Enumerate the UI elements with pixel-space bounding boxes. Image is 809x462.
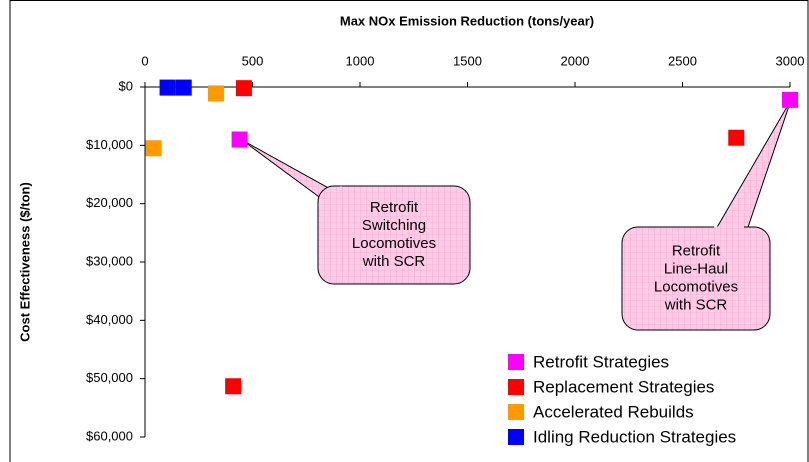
point [145,140,162,157]
annotation-line: Switching [362,217,426,234]
x-axis-label: Max NOx Emission Reduction (tons/year) [340,13,594,28]
y-tick-label: $0 [119,78,133,93]
annotation-line: with SCR [362,253,426,270]
legend-label: Idling Reduction Strategies [533,427,736,446]
y-tick-label: $50,000 [86,370,133,385]
y-tick-label: $40,000 [86,312,133,327]
y-tick-label: $10,000 [86,137,133,152]
annotation-line: Locomotives [654,278,738,295]
y-axis-label: Cost Effectiveness ($/ton) [17,182,32,342]
legend-swatch [508,404,524,420]
legend-swatch [508,429,524,445]
legend-swatch [508,379,524,395]
annotation-line: Locomotives [352,235,436,252]
callout-pointer [711,99,792,237]
annotation-line: with SCR [664,296,728,313]
annotation-line: Line-Haul [664,260,728,277]
legend-label: Replacement Strategies [533,377,714,396]
point [728,129,745,146]
y-tick-label: $60,000 [86,428,133,443]
legend-label: Accelerated Rebuilds [533,402,694,421]
x-tick-label: 2000 [561,53,590,68]
legend-label: Retrofit Strategies [533,352,669,371]
point [225,378,242,395]
callout-box [621,226,771,331]
x-tick-label: 500 [242,53,264,68]
point [782,91,798,108]
point [159,79,176,96]
chart-frame [9,0,809,462]
legend-swatch [508,354,524,370]
x-tick-label: 1000 [346,53,375,68]
x-tick-label: 3000 [776,53,805,68]
y-tick-label: $30,000 [86,253,133,268]
point [207,85,224,102]
callout-joint [318,185,343,208]
x-tick-label: 2500 [668,53,697,68]
x-tick-label: 0 [141,53,148,68]
point [235,80,252,97]
annotation-line: Retrofit [672,242,721,259]
x-tick-label: 1500 [453,53,482,68]
y-tick-label: $20,000 [86,195,133,210]
point [231,131,248,148]
callout-box [317,185,471,285]
annotation-line: Retrofit [370,199,419,216]
point [175,79,192,96]
